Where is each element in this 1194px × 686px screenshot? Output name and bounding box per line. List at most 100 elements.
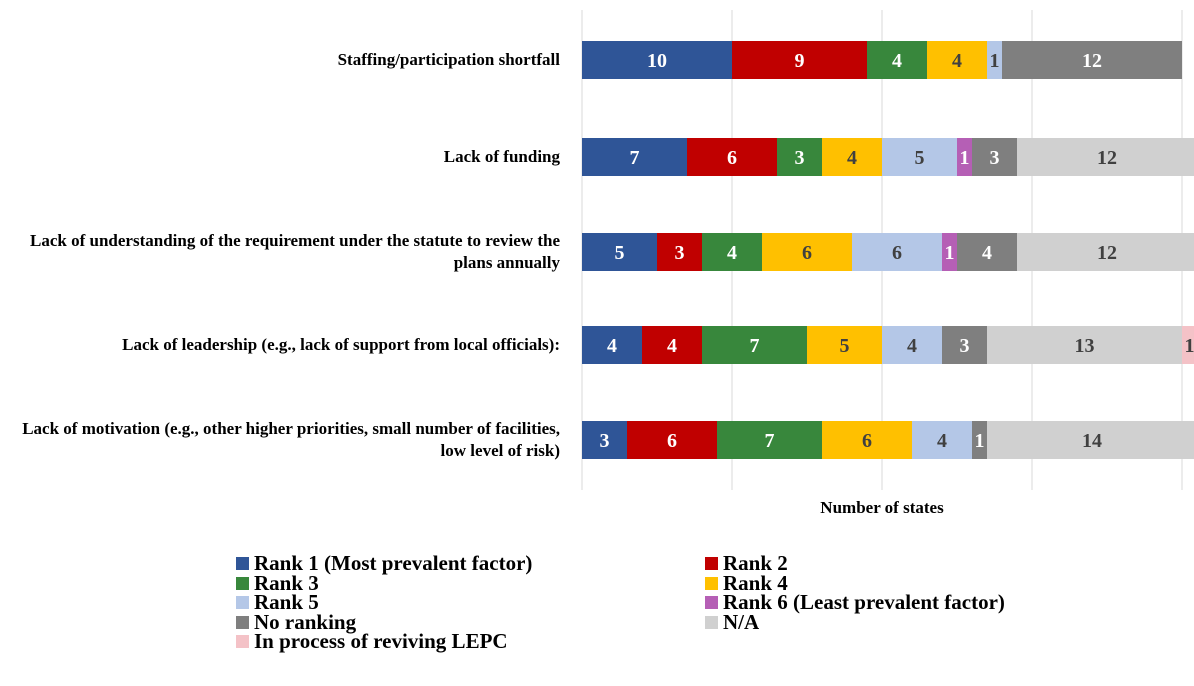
- bar-segment: [1017, 233, 1194, 271]
- data-label: 6: [862, 430, 872, 452]
- legend-label: Rank 6 (Least prevalent factor): [723, 590, 1005, 614]
- bar-segment: [972, 421, 987, 459]
- bar-segment: [882, 138, 957, 176]
- bar-segment: [582, 138, 687, 176]
- data-label: 1: [1185, 335, 1194, 357]
- data-label: 4: [892, 50, 902, 72]
- bar-segment: [867, 41, 927, 79]
- category-label: Lack of motivation (e.g., other higher p…: [22, 419, 560, 460]
- data-label: 5: [840, 335, 850, 357]
- bar-segment: [957, 233, 1017, 271]
- bar-segment: [1017, 138, 1194, 176]
- legend-item: Rank 5: [236, 590, 319, 614]
- legend-label: Rank 2: [723, 551, 788, 575]
- x-axis-label: Number of states: [820, 498, 944, 517]
- bar-segment: [987, 421, 1194, 459]
- legend-item: N/A: [705, 609, 760, 634]
- data-label: 4: [847, 147, 857, 169]
- bar-segment: [882, 326, 942, 364]
- data-label: 7: [765, 430, 775, 452]
- legend-label: Rank 5: [254, 590, 319, 614]
- legend-item: Rank 6 (Least prevalent factor): [705, 590, 1005, 614]
- legend-item: Rank 1 (Most prevalent factor): [236, 551, 533, 575]
- data-label: 12: [1097, 147, 1117, 169]
- category-label: Lack of understanding of the requirement…: [30, 231, 560, 272]
- legend-swatch: [705, 596, 718, 609]
- data-label: 5: [915, 147, 925, 169]
- data-label: 4: [952, 50, 962, 72]
- bar-segment: [942, 326, 987, 364]
- data-label: 3: [960, 335, 970, 357]
- data-label: 13: [1075, 335, 1095, 357]
- bar-segment: [732, 41, 867, 79]
- data-label: 12: [1082, 50, 1102, 72]
- data-label: 6: [892, 242, 902, 264]
- legend-swatch: [236, 635, 249, 648]
- bar-segment: [582, 421, 627, 459]
- legend-label: N/A: [723, 609, 760, 634]
- bar-segment: [762, 233, 852, 271]
- bar-segment: [957, 138, 972, 176]
- legend-swatch: [236, 557, 249, 570]
- data-label: 4: [907, 335, 917, 357]
- data-label: 1: [990, 50, 1000, 72]
- data-label: 3: [675, 242, 685, 264]
- data-label: 1: [945, 242, 955, 264]
- legend-swatch: [236, 615, 249, 629]
- legend-item: Rank 2: [705, 551, 788, 575]
- category-label: Staffing/participation shortfall: [337, 50, 560, 69]
- legend-swatch: [705, 557, 718, 570]
- legend-swatch: [705, 576, 718, 590]
- category-label: Lack of leadership (e.g., lack of suppor…: [122, 335, 560, 354]
- data-label: 4: [667, 335, 677, 357]
- bar-segment: [582, 233, 657, 271]
- data-label: 4: [982, 242, 992, 264]
- bar-segment: [927, 41, 987, 79]
- data-label: 6: [727, 147, 737, 169]
- data-label: 14: [1082, 430, 1102, 452]
- bar-segment: [1002, 41, 1182, 79]
- bar-segment: [582, 326, 642, 364]
- bar-segment: [1182, 326, 1194, 364]
- bar-segment: [777, 138, 822, 176]
- data-label: 1: [960, 147, 970, 169]
- data-label: 7: [750, 335, 760, 357]
- legend-swatch: [236, 576, 249, 590]
- legend-item: Rank 4: [705, 570, 788, 595]
- data-label: 4: [607, 335, 617, 357]
- legend-label: Rank 1 (Most prevalent factor): [254, 551, 533, 575]
- legend-label: Rank 3: [254, 570, 319, 595]
- legend-label: Rank 4: [723, 570, 788, 595]
- bar-segment: [717, 421, 822, 459]
- legend-swatch: [705, 615, 718, 629]
- data-label: 6: [667, 430, 677, 452]
- bar-segment: [942, 233, 957, 271]
- bar-segment: [702, 326, 807, 364]
- bar-segment: [657, 233, 702, 271]
- legend-item: No ranking: [236, 609, 357, 634]
- bar-segment: [912, 421, 972, 459]
- data-label: 12: [1097, 242, 1117, 264]
- bar-segment: [852, 233, 942, 271]
- legend-label: No ranking: [254, 609, 357, 634]
- data-label: 9: [795, 50, 805, 72]
- legend-swatch: [236, 596, 249, 609]
- data-label: 5: [615, 242, 625, 264]
- data-label: 6: [802, 242, 812, 264]
- legend-label: In process of reviving LEPC: [254, 629, 508, 653]
- bar-segment: [807, 326, 882, 364]
- bar-segment: [687, 138, 777, 176]
- bar-segment: [702, 233, 762, 271]
- data-label: 3: [600, 430, 610, 452]
- bar-segment: [822, 421, 912, 459]
- data-label: 7: [630, 147, 640, 169]
- data-label: 1: [975, 430, 985, 452]
- legend-item: In process of reviving LEPC: [236, 629, 508, 653]
- bar-segment: [822, 138, 882, 176]
- legend-item: Rank 3: [236, 570, 319, 595]
- category-label: Lack of funding: [443, 147, 560, 166]
- data-label: 4: [937, 430, 947, 452]
- bar-segment: [987, 41, 1002, 79]
